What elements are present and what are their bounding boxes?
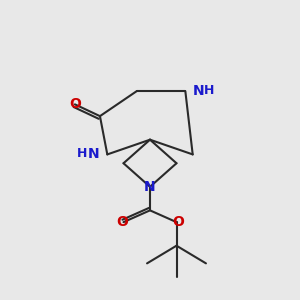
Text: O: O xyxy=(69,98,81,111)
Text: N: N xyxy=(144,180,156,194)
Text: H: H xyxy=(204,84,214,97)
Text: O: O xyxy=(116,215,128,229)
Text: N: N xyxy=(193,84,204,98)
Text: N: N xyxy=(88,147,100,161)
Text: H: H xyxy=(76,147,87,160)
Text: O: O xyxy=(172,215,184,229)
